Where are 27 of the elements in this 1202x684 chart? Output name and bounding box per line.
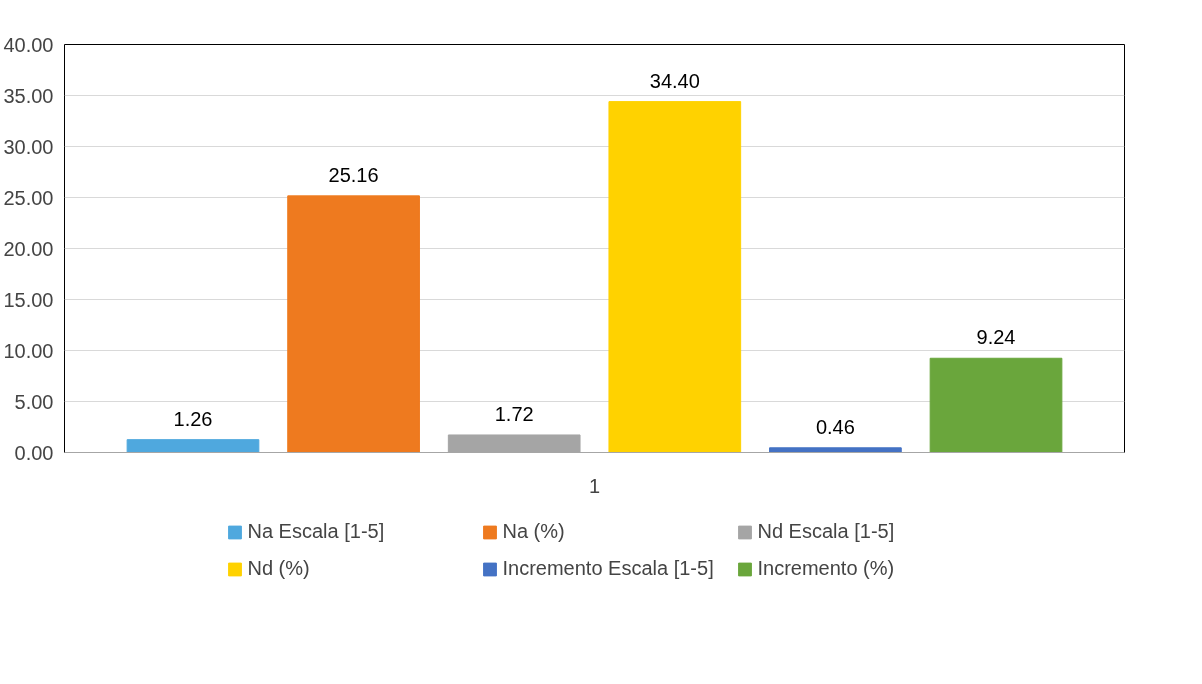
legend-label: Nd (%) bbox=[247, 557, 311, 580]
y-tick-label: 30.00 bbox=[3, 135, 54, 158]
y-tick-label: 10.00 bbox=[3, 339, 54, 362]
data-label: 25.16 bbox=[328, 163, 379, 186]
data-label: 34.40 bbox=[649, 69, 700, 92]
data-label: 1.72 bbox=[494, 402, 534, 425]
y-tick-label: 25.00 bbox=[3, 186, 54, 209]
legend-label: Na Escala [1-5] bbox=[247, 520, 386, 543]
y-tick-label: 20.00 bbox=[3, 237, 54, 260]
legend-label: Na (%) bbox=[502, 520, 566, 543]
data-label: 1.26 bbox=[173, 407, 213, 430]
legend-label: Nd Escala [1-5] bbox=[757, 520, 896, 543]
data-label: 9.24 bbox=[976, 326, 1016, 349]
bar bbox=[287, 195, 420, 453]
bar bbox=[126, 439, 260, 453]
y-tick-label: 5.00 bbox=[14, 390, 54, 413]
y-tick-label: 35.00 bbox=[3, 84, 54, 107]
data-label: 0.46 bbox=[815, 415, 855, 438]
y-tick-label: 0.00 bbox=[14, 441, 54, 464]
legend-label: Incremento (%) bbox=[757, 557, 896, 580]
legend-label: Incremento Escala [1-5] bbox=[502, 557, 715, 580]
y-tick-label: 40.00 bbox=[3, 33, 54, 56]
bar bbox=[929, 357, 1063, 453]
x-tick-label: 1 bbox=[588, 474, 601, 497]
bar bbox=[608, 101, 742, 453]
bar bbox=[769, 447, 902, 453]
y-tick-label: 15.00 bbox=[3, 288, 54, 311]
